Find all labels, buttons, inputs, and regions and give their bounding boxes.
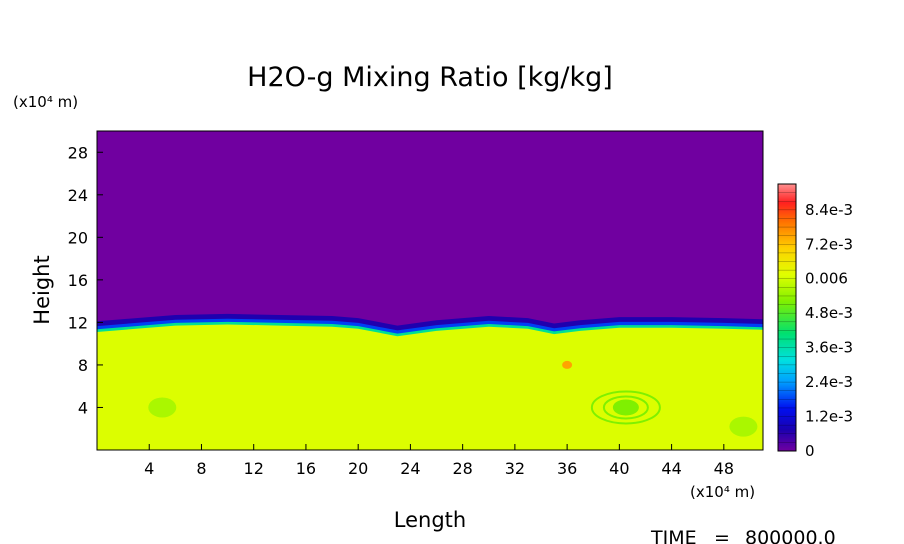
y-tick-label: 24 (68, 186, 88, 205)
time-label: TIME (650, 527, 697, 544)
y-axis-label: Height (30, 255, 54, 324)
colorbar-label: 4.8e-3 (805, 304, 853, 322)
y-tick-label: 4 (78, 398, 88, 417)
swirl-ring (602, 395, 649, 420)
x-tick-label: 12 (244, 459, 264, 478)
x-axis-unit: (x10⁴ m) (690, 483, 755, 501)
x-axis-label: Length (394, 508, 466, 532)
x-tick-label: 8 (196, 459, 206, 478)
y-tick-label: 8 (78, 356, 88, 375)
colorbar-label: 1.2e-3 (805, 408, 853, 426)
y-tick-label: 28 (68, 143, 88, 162)
x-tick-label: 28 (452, 459, 472, 478)
time-equals: = (714, 527, 730, 544)
colorbar (777, 183, 797, 452)
colorbar-label: 0 (805, 442, 815, 460)
x-tick-label: 36 (557, 459, 577, 478)
colorbar-label: 7.2e-3 (805, 235, 853, 253)
colorbar-label: 8.4e-3 (805, 201, 853, 219)
swirl-ring (612, 399, 639, 416)
colorbar-label: 3.6e-3 (805, 339, 853, 357)
x-tick-label: 48 (714, 459, 734, 478)
colorbar-label: 2.4e-3 (805, 373, 853, 391)
moist-patch (729, 416, 758, 437)
y-tick-label: 16 (68, 271, 88, 290)
colorbar-label: 0.006 (805, 270, 848, 288)
x-tick-label: 20 (348, 459, 368, 478)
x-tick-label: 16 (296, 459, 316, 478)
x-tick-label: 24 (400, 459, 420, 478)
y-tick-label: 20 (68, 228, 88, 247)
plot-area (97, 131, 763, 450)
y-tick-label: 12 (68, 313, 88, 332)
plot-frame (96, 130, 764, 451)
time-value: 800000.0 (745, 527, 836, 544)
x-tick-label: 44 (661, 459, 681, 478)
swirl-ring (590, 390, 661, 425)
chart-title: H2O-g Mixing Ratio [kg/kg] (247, 62, 613, 93)
x-tick-label: 32 (505, 459, 525, 478)
moist-patch (562, 360, 573, 369)
lower-moist-layer (97, 324, 763, 450)
x-tick-label: 40 (609, 459, 629, 478)
x-tick-label: 4 (144, 459, 154, 478)
y-axis-unit: (x10⁴ m) (13, 93, 78, 111)
moist-patch (148, 397, 177, 418)
